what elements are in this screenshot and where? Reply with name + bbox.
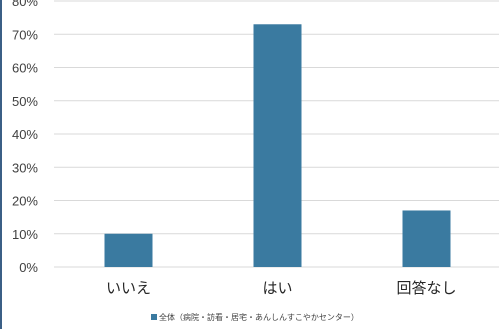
x-category-label: はい bbox=[262, 279, 292, 297]
y-tick-label: 0% bbox=[19, 260, 38, 275]
legend-swatch bbox=[151, 314, 157, 320]
legend-label: 全体（病院・訪看・居宅・あんしんすこやかセンター） bbox=[159, 312, 359, 322]
x-axis-labels: いいえ はい 回答なし bbox=[106, 279, 457, 297]
y-tick-label: 60% bbox=[12, 61, 38, 76]
bar bbox=[104, 233, 153, 267]
y-tick-label: 20% bbox=[12, 194, 38, 209]
x-category-label: 回答なし bbox=[396, 279, 456, 297]
bar bbox=[253, 24, 302, 268]
y-axis-ticks: 0% 10% 20% 30% 40% 50% 60% 70% 80% bbox=[12, 0, 38, 275]
legend: 全体（病院・訪看・居宅・あんしんすこやかセンター） bbox=[151, 312, 359, 322]
bar bbox=[402, 210, 451, 267]
y-tick-label: 30% bbox=[12, 160, 38, 175]
y-tick-label: 10% bbox=[12, 227, 38, 242]
x-category-label: いいえ bbox=[106, 279, 151, 297]
bars bbox=[104, 24, 451, 268]
y-tick-label: 80% bbox=[12, 0, 38, 9]
y-tick-label: 40% bbox=[12, 127, 38, 142]
y-tick-label: 70% bbox=[12, 27, 38, 42]
y-tick-label: 50% bbox=[12, 94, 38, 109]
